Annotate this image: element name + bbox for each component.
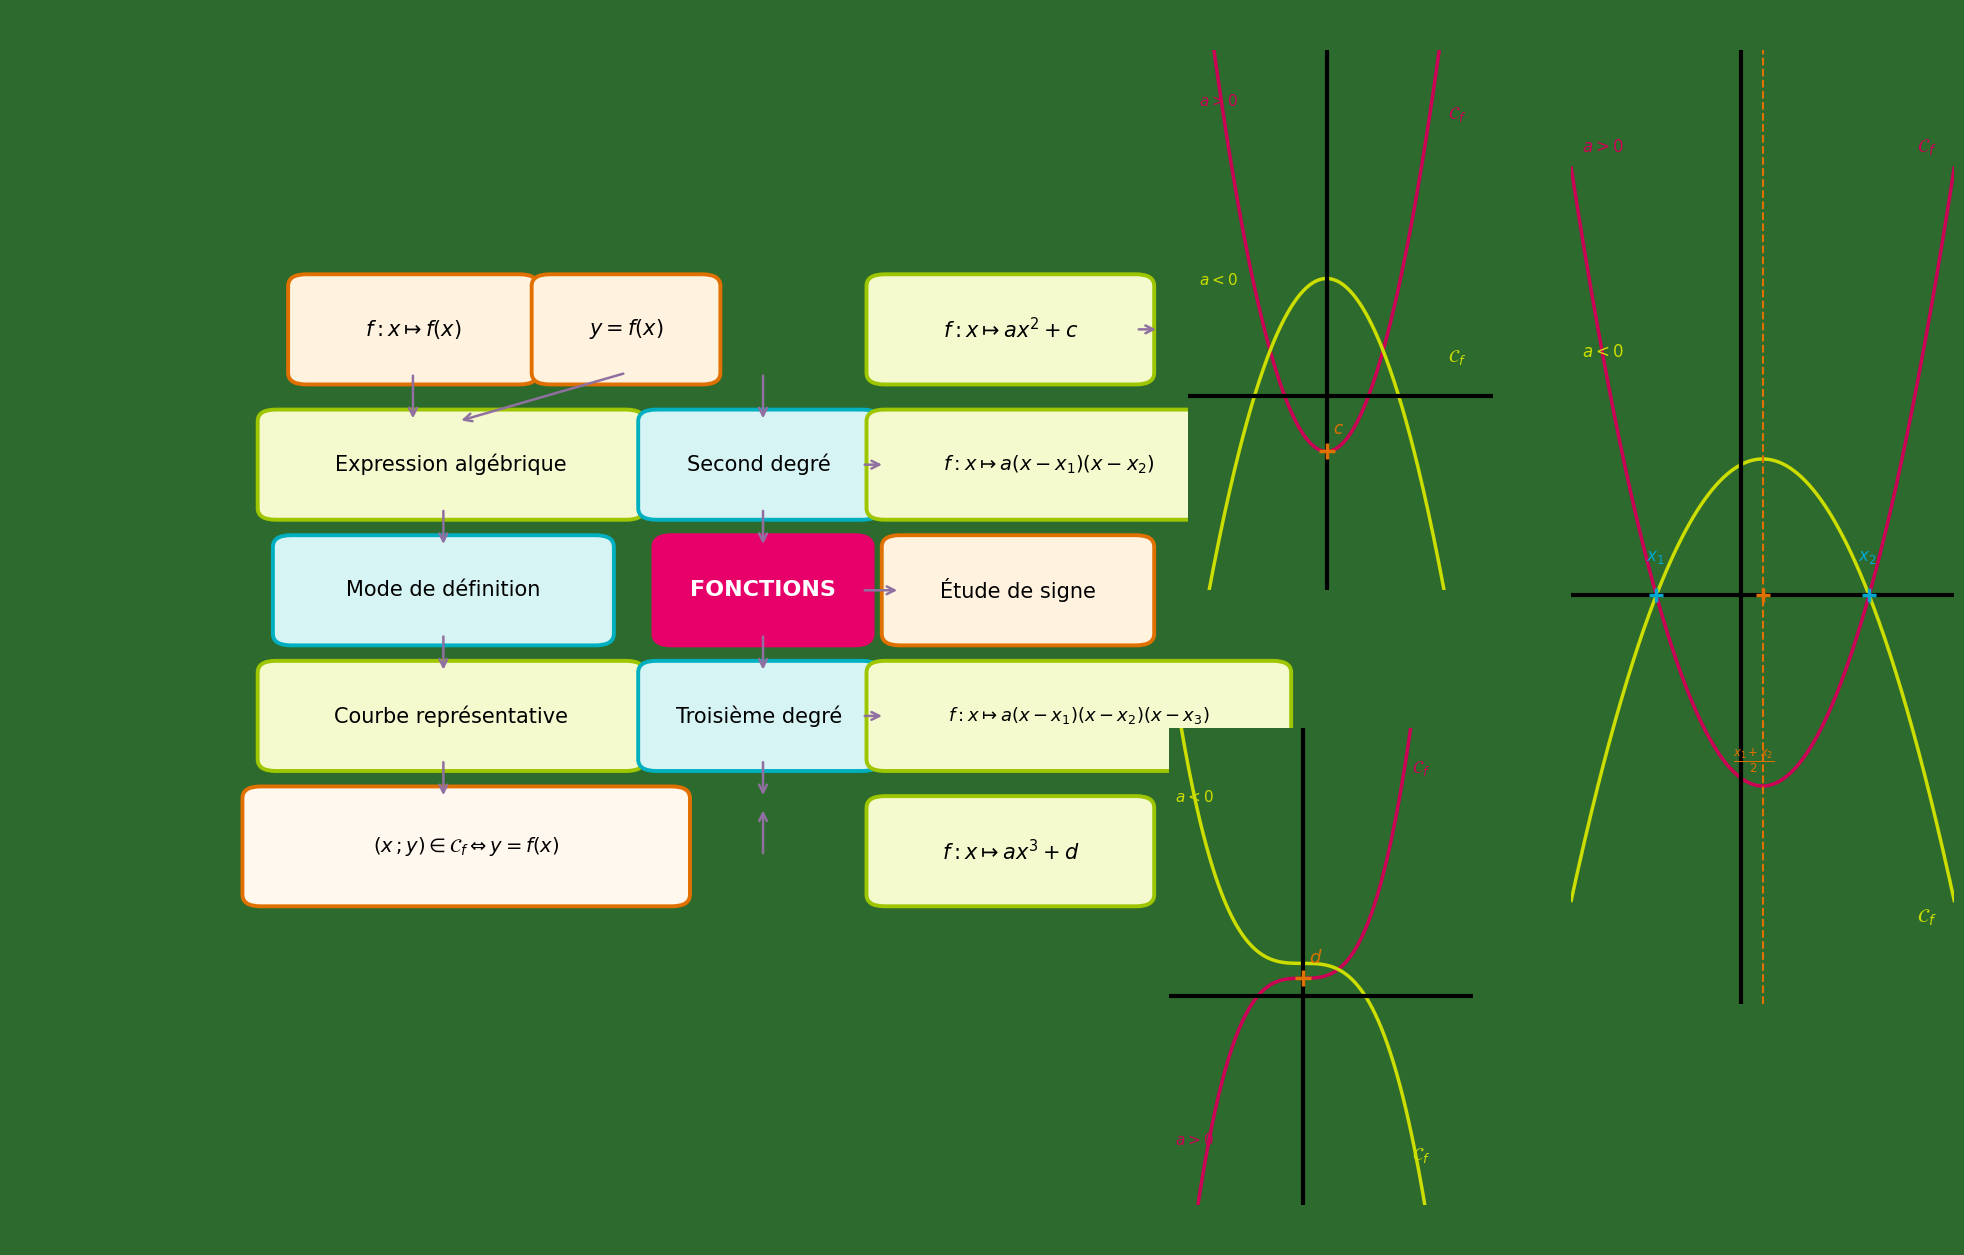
FancyBboxPatch shape (638, 661, 880, 771)
Text: $a<0$: $a<0$ (1174, 789, 1214, 806)
Text: $\mathcal{C}_f$: $\mathcal{C}_f$ (1917, 137, 1937, 158)
Text: $f: x \mapsto a(x-x_1)(x-x_2)$: $f: x \mapsto a(x-x_1)(x-x_2)$ (943, 453, 1155, 476)
Text: Courbe représentative: Courbe représentative (334, 705, 568, 727)
Text: $x_1$: $x_1$ (1646, 548, 1664, 566)
Text: $a>0$: $a>0$ (1174, 1132, 1214, 1148)
Text: $a<0$: $a<0$ (1581, 343, 1624, 360)
Text: $(x\,;y) \in \mathcal{C}_f \Leftrightarrow y = f(x)$: $(x\,;y) \in \mathcal{C}_f \Leftrightarr… (373, 835, 560, 858)
FancyBboxPatch shape (866, 275, 1155, 384)
Text: $a>0$: $a>0$ (1581, 138, 1624, 157)
Text: $a<0$: $a<0$ (1200, 272, 1237, 289)
Text: Mode de définition: Mode de définition (346, 580, 540, 600)
FancyBboxPatch shape (654, 535, 872, 645)
FancyBboxPatch shape (866, 661, 1290, 771)
FancyBboxPatch shape (866, 409, 1229, 520)
FancyBboxPatch shape (866, 796, 1155, 906)
Text: Étude de signe: Étude de signe (941, 579, 1096, 602)
Text: $f: x \mapsto f(x)$: $f: x \mapsto f(x)$ (365, 318, 462, 341)
Text: $y = f(x)$: $y = f(x)$ (589, 318, 664, 341)
Text: $d$: $d$ (1308, 949, 1322, 968)
FancyBboxPatch shape (242, 787, 689, 906)
Text: $\mathcal{C}_f$: $\mathcal{C}_f$ (1447, 105, 1467, 124)
FancyBboxPatch shape (638, 409, 880, 520)
Text: Expression algébrique: Expression algébrique (336, 454, 568, 476)
Text: $c$: $c$ (1334, 420, 1343, 438)
FancyBboxPatch shape (257, 409, 644, 520)
Text: $\mathcal{C}_f$: $\mathcal{C}_f$ (1447, 348, 1467, 366)
Text: $a>0$: $a>0$ (1200, 93, 1237, 108)
Text: $\mathcal{C}_f$: $\mathcal{C}_f$ (1412, 1146, 1430, 1165)
Text: $f: x \mapsto ax^3 + d$: $f: x \mapsto ax^3 + d$ (941, 838, 1078, 863)
FancyBboxPatch shape (289, 275, 538, 384)
FancyBboxPatch shape (882, 535, 1155, 645)
FancyBboxPatch shape (257, 661, 644, 771)
FancyBboxPatch shape (532, 275, 721, 384)
Text: $\mathcal{C}_f$: $\mathcal{C}_f$ (1917, 907, 1937, 927)
Text: Troisième degré: Troisième degré (676, 705, 843, 727)
Text: $f: x \mapsto ax^2 + c$: $f: x \mapsto ax^2 + c$ (943, 316, 1078, 341)
Text: FONCTIONS: FONCTIONS (689, 580, 837, 600)
Text: $\frac{x_1+x_2}{2}$: $\frac{x_1+x_2}{2}$ (1734, 745, 1775, 774)
FancyBboxPatch shape (273, 535, 615, 645)
Text: Second degré: Second degré (687, 454, 831, 476)
Text: $x_2$: $x_2$ (1858, 548, 1878, 566)
Text: $\mathcal{C}_f$: $\mathcal{C}_f$ (1412, 758, 1430, 778)
Text: $f: x \mapsto a(x-x_1)(x-x_2)(x-x_3)$: $f: x \mapsto a(x-x_1)(x-x_2)(x-x_3)$ (949, 705, 1210, 727)
